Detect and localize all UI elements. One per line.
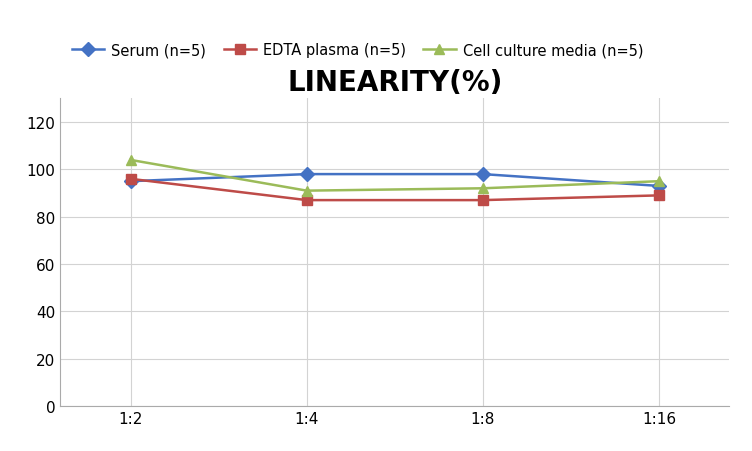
Serum (n=5): [478, 172, 487, 177]
EDTA plasma (n=5): [126, 177, 135, 182]
EDTA plasma (n=5): [654, 193, 663, 198]
Cell culture media (n=5): [478, 186, 487, 192]
Line: Serum (n=5): Serum (n=5): [126, 170, 664, 191]
Serum (n=5): [126, 179, 135, 184]
Line: EDTA plasma (n=5): EDTA plasma (n=5): [126, 175, 664, 206]
EDTA plasma (n=5): [302, 198, 311, 203]
Cell culture media (n=5): [654, 179, 663, 184]
Serum (n=5): [302, 172, 311, 177]
Legend: Serum (n=5), EDTA plasma (n=5), Cell culture media (n=5): Serum (n=5), EDTA plasma (n=5), Cell cul…: [68, 39, 647, 63]
Title: LINEARITY(%): LINEARITY(%): [287, 69, 502, 97]
Serum (n=5): [654, 184, 663, 189]
Line: Cell culture media (n=5): Cell culture media (n=5): [126, 156, 664, 196]
Cell culture media (n=5): [126, 158, 135, 163]
EDTA plasma (n=5): [478, 198, 487, 203]
Cell culture media (n=5): [302, 189, 311, 194]
